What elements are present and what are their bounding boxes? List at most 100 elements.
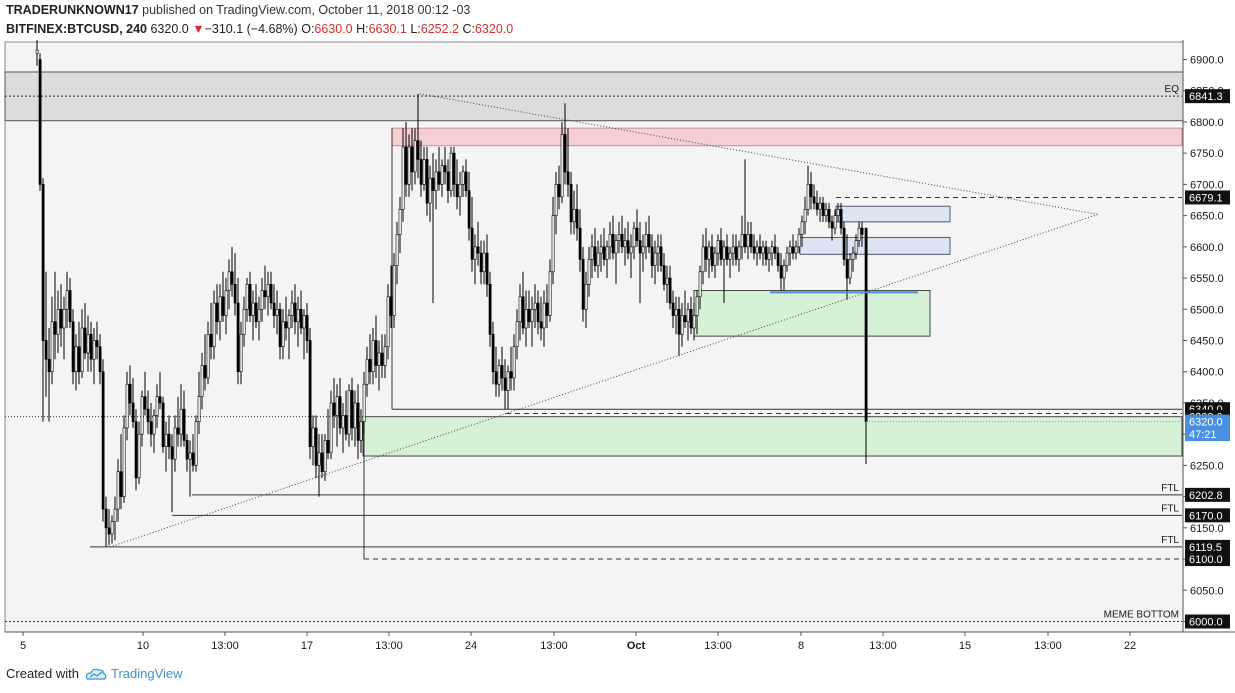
candle[interactable] xyxy=(419,140,423,197)
candle[interactable] xyxy=(425,146,429,216)
candle[interactable] xyxy=(248,271,252,322)
candle[interactable] xyxy=(341,402,345,453)
candle[interactable] xyxy=(296,296,300,347)
candle[interactable] xyxy=(650,234,654,279)
candle[interactable] xyxy=(197,371,201,435)
candle[interactable] xyxy=(722,240,726,304)
candle[interactable] xyxy=(542,290,546,347)
author-name[interactable]: TRADERUNKNOWN17 xyxy=(6,3,139,17)
candle[interactable] xyxy=(146,390,150,435)
candle[interactable] xyxy=(173,415,177,472)
candle[interactable] xyxy=(269,271,273,310)
candle[interactable] xyxy=(494,346,498,397)
candle[interactable] xyxy=(407,134,411,197)
candle[interactable] xyxy=(182,390,186,447)
price-axis[interactable] xyxy=(1183,40,1235,632)
candle[interactable] xyxy=(386,284,390,360)
candle[interactable] xyxy=(809,171,813,210)
candle[interactable] xyxy=(53,271,57,360)
candle[interactable] xyxy=(668,265,672,310)
candle[interactable] xyxy=(746,221,750,260)
candle[interactable] xyxy=(395,221,399,285)
candle[interactable] xyxy=(554,171,558,235)
candle[interactable] xyxy=(200,352,204,410)
candle[interactable] xyxy=(503,359,507,410)
candle[interactable] xyxy=(422,146,426,191)
candle[interactable] xyxy=(452,146,456,197)
candle[interactable] xyxy=(194,415,198,472)
candle[interactable] xyxy=(572,190,576,235)
candle[interactable] xyxy=(539,296,543,341)
candle[interactable] xyxy=(557,165,561,210)
candle[interactable] xyxy=(491,321,495,385)
candle[interactable] xyxy=(158,371,162,410)
candle[interactable] xyxy=(713,246,717,279)
candle[interactable] xyxy=(260,278,264,322)
candle[interactable] xyxy=(98,334,102,385)
candle[interactable] xyxy=(647,215,651,254)
candle[interactable] xyxy=(38,53,42,191)
candle[interactable] xyxy=(626,221,630,260)
candle[interactable] xyxy=(710,234,714,272)
candle[interactable] xyxy=(113,496,117,541)
candle[interactable] xyxy=(227,259,231,310)
candle[interactable] xyxy=(143,371,147,416)
candle[interactable] xyxy=(842,221,846,266)
candle[interactable] xyxy=(785,246,789,272)
candle[interactable] xyxy=(257,296,261,341)
candle[interactable] xyxy=(74,334,78,391)
candle[interactable] xyxy=(317,434,321,497)
candle[interactable] xyxy=(608,221,612,260)
candle[interactable] xyxy=(56,290,60,353)
candle[interactable] xyxy=(695,290,699,335)
trendline-1[interactable] xyxy=(419,93,1099,215)
candle[interactable] xyxy=(854,234,858,260)
candle[interactable] xyxy=(794,240,798,260)
candle[interactable] xyxy=(485,234,489,297)
candle[interactable] xyxy=(719,228,723,266)
price-badge[interactable] xyxy=(1185,427,1230,442)
candle[interactable] xyxy=(140,390,144,447)
candle[interactable] xyxy=(167,415,171,460)
candle[interactable] xyxy=(401,128,405,222)
candle[interactable] xyxy=(338,377,342,435)
candle[interactable] xyxy=(848,253,852,285)
candle[interactable] xyxy=(743,159,747,254)
candle[interactable] xyxy=(446,159,450,204)
candle[interactable] xyxy=(251,290,255,341)
candle[interactable] xyxy=(839,203,843,235)
candle[interactable] xyxy=(860,221,864,247)
candle[interactable] xyxy=(122,415,126,503)
candle[interactable] xyxy=(188,440,192,497)
candle[interactable] xyxy=(704,228,708,272)
candle[interactable] xyxy=(290,290,294,329)
candle[interactable] xyxy=(749,221,753,254)
candle[interactable] xyxy=(476,221,480,266)
candle[interactable] xyxy=(653,240,657,285)
candle[interactable] xyxy=(488,271,492,347)
candle[interactable] xyxy=(218,284,222,341)
price-badge[interactable] xyxy=(1185,539,1230,554)
candle[interactable] xyxy=(185,434,189,472)
candle[interactable] xyxy=(464,159,468,197)
candle[interactable] xyxy=(170,434,174,513)
candle[interactable] xyxy=(323,434,327,481)
candle[interactable] xyxy=(83,303,87,360)
candle[interactable] xyxy=(299,290,303,335)
candle[interactable] xyxy=(413,128,417,185)
candle[interactable] xyxy=(764,240,768,266)
candle[interactable] xyxy=(65,271,69,329)
candle[interactable] xyxy=(824,203,828,222)
candle[interactable] xyxy=(449,146,453,197)
candle[interactable] xyxy=(272,284,276,329)
candle[interactable] xyxy=(107,509,111,546)
candle[interactable] xyxy=(371,328,375,385)
candle[interactable] xyxy=(677,296,681,357)
candle[interactable] xyxy=(638,221,642,304)
candle[interactable] xyxy=(236,278,240,385)
candle[interactable] xyxy=(473,234,477,285)
candle[interactable] xyxy=(128,365,132,416)
candle[interactable] xyxy=(674,296,678,335)
candle[interactable] xyxy=(362,371,366,435)
candle[interactable] xyxy=(530,296,534,347)
